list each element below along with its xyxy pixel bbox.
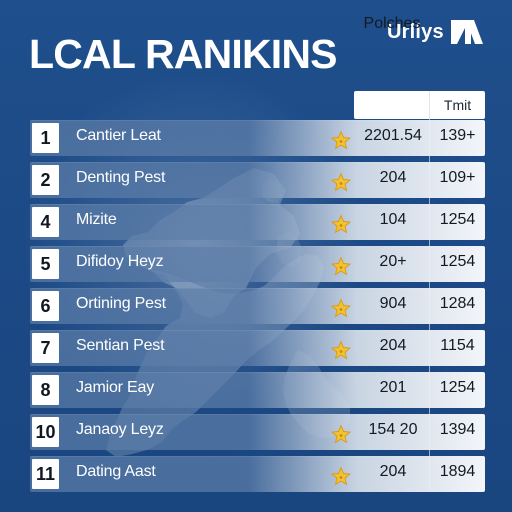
row-points: 204 — [379, 169, 407, 186]
rank-badge: 11 — [32, 459, 59, 489]
row-points: 20+ — [379, 253, 407, 270]
star-icon — [330, 256, 352, 276]
rank-badge: 2 — [32, 165, 59, 195]
row-surface — [30, 288, 485, 324]
brand-text: Urllys — [387, 21, 444, 43]
table-row: 10 Janaoy Leyz 154 20 1394 — [30, 412, 485, 454]
table-row: 7 Sentian Pest 204 1154 — [30, 328, 485, 370]
table-row: 5 Difidoy Heyz 20+ 1254 — [30, 244, 485, 286]
row-name: Mizite — [76, 211, 117, 228]
row-limit: 1154 — [440, 337, 475, 354]
page-title: LCAL RANIKINS — [29, 31, 338, 77]
table-header-bg — [354, 91, 485, 119]
rank-badge: 8 — [32, 375, 59, 405]
rank-badge: 1 — [32, 123, 59, 153]
row-surface — [30, 120, 485, 156]
row-surface — [30, 414, 485, 450]
row-surface — [30, 204, 485, 240]
row-points: 154 20 — [368, 421, 418, 438]
row-surface — [30, 246, 485, 282]
star-icon — [330, 340, 352, 360]
row-name: Difidoy Heyz — [76, 253, 164, 270]
rank-badge: 6 — [32, 291, 59, 321]
row-limit: 1254 — [439, 253, 476, 270]
row-limit: 1254 — [439, 379, 476, 396]
row-surface — [30, 162, 485, 198]
limit-header: Tmit — [443, 97, 472, 113]
row-limit: 139+ — [439, 127, 476, 144]
table-row: 8 Jamior Eay 201 1254 — [30, 370, 485, 412]
row-limit: 1394 — [439, 421, 476, 438]
brand-mark-icon — [450, 20, 483, 44]
table-row: 6 Ortining Pest 904 1284 — [30, 286, 485, 328]
row-points: 204 — [379, 337, 407, 354]
star-icon — [330, 214, 352, 234]
row-points: 2201.54 — [364, 127, 422, 144]
table-row: 2 Denting Pest 204 109+ — [30, 160, 485, 202]
rank-badge: 4 — [32, 207, 59, 237]
star-icon — [330, 466, 352, 486]
rank-badge: 7 — [32, 333, 59, 363]
row-points: 104 — [379, 211, 407, 228]
table-row: 11 Dating Aast 204 1894 — [30, 454, 485, 496]
rank-badge: 10 — [32, 417, 59, 447]
rank-badge: 5 — [32, 249, 59, 279]
row-points: 201 — [379, 379, 407, 396]
star-icon — [330, 130, 352, 150]
row-limit: 1894 — [439, 463, 476, 480]
row-surface — [30, 330, 485, 366]
star-icon — [330, 172, 352, 192]
row-name: Ortining Pest — [76, 295, 166, 312]
row-name: Janaoy Leyz — [76, 421, 164, 438]
star-icon — [330, 298, 352, 318]
row-surface — [30, 372, 485, 408]
points-header: Polches — [363, 15, 421, 32]
table-row: 1 Cantier Leat 2201.54 139+ — [30, 118, 485, 160]
row-name: Denting Pest — [76, 169, 166, 186]
ranking-table: 1 Cantier Leat 2201.54 139+ 2 Denting Pe… — [30, 118, 485, 496]
row-points: 204 — [379, 463, 407, 480]
row-surface — [30, 456, 485, 492]
row-name: Cantier Leat — [76, 127, 161, 144]
table-row: 4 Mizite 104 1254 — [30, 202, 485, 244]
row-limit: 109+ — [439, 169, 476, 186]
row-name: Jamior Eay — [76, 379, 155, 396]
row-limit: 1254 — [439, 211, 476, 228]
row-name: Sentian Pest — [76, 337, 165, 354]
row-name: Dating Aast — [76, 463, 156, 480]
brand-lockup: Urllys — [387, 18, 484, 46]
star-icon — [330, 424, 352, 444]
row-points: 904 — [379, 295, 407, 312]
row-limit: 1284 — [439, 295, 476, 312]
